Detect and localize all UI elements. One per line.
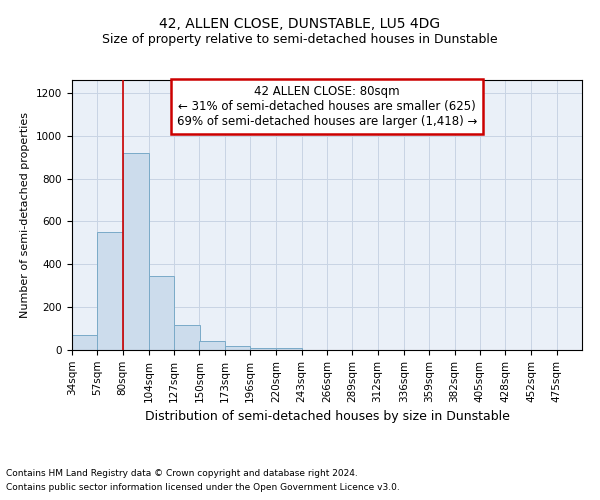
Text: 42, ALLEN CLOSE, DUNSTABLE, LU5 4DG: 42, ALLEN CLOSE, DUNSTABLE, LU5 4DG (160, 18, 440, 32)
Bar (225, 346, 250, 350)
Bar (250, 348, 277, 350)
Y-axis label: Number of semi-detached properties: Number of semi-detached properties (20, 112, 31, 318)
Bar (97, 232, 122, 350)
X-axis label: Distribution of semi-detached houses by size in Dunstable: Distribution of semi-detached houses by … (145, 410, 509, 423)
Bar (72, 335, 97, 350)
Bar (277, 348, 302, 350)
Bar (174, 326, 199, 350)
Text: 42 ALLEN CLOSE: 80sqm
← 31% of semi-detached houses are smaller (625)
69% of sem: 42 ALLEN CLOSE: 80sqm ← 31% of semi-deta… (177, 86, 477, 128)
Text: Contains public sector information licensed under the Open Government Licence v3: Contains public sector information licen… (6, 484, 400, 492)
Text: Size of property relative to semi-detached houses in Dunstable: Size of property relative to semi-detach… (102, 32, 498, 46)
Bar (199, 342, 225, 350)
Bar (122, 153, 149, 350)
Text: Contains HM Land Registry data © Crown copyright and database right 2024.: Contains HM Land Registry data © Crown c… (6, 468, 358, 477)
Bar (149, 276, 174, 350)
